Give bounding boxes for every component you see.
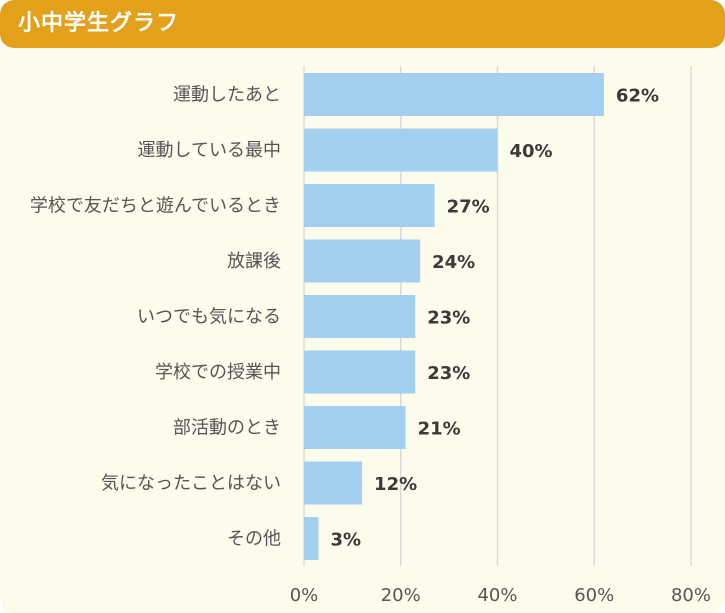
category-label: 学校での授業中 [155, 362, 281, 383]
category-label: 放課後 [227, 251, 281, 272]
category-label: 学校で友だちと遊んでいるとき [30, 196, 281, 217]
bar [304, 517, 319, 560]
data-label: 40% [510, 141, 553, 162]
data-label: 62% [616, 86, 659, 107]
data-label: 21% [418, 419, 461, 440]
data-label: 24% [432, 252, 475, 273]
bar [304, 295, 416, 338]
category-label: いつでも気になる [137, 307, 281, 328]
data-label: 3% [331, 530, 362, 551]
x-tick-label: 20% [381, 585, 421, 606]
x-tick-label: 80% [671, 585, 711, 606]
category-label: 運動したあと [173, 85, 281, 106]
x-tick-label: 40% [477, 585, 517, 606]
bar [304, 128, 498, 172]
bar [304, 184, 435, 227]
x-tick-label: 60% [574, 585, 614, 606]
category-label: その他 [227, 529, 281, 550]
bar [304, 73, 604, 116]
data-label: 12% [374, 474, 417, 495]
category-label: 気になったことはない [101, 473, 281, 494]
chart-title: 小中学生グラフ [18, 11, 180, 36]
bar [304, 406, 406, 449]
data-label: 23% [427, 308, 470, 329]
category-label: 部活動のとき [173, 418, 281, 439]
x-tick-label: 0% [290, 585, 319, 606]
chart-header: 小中学生グラフ [0, 0, 725, 48]
bar [304, 461, 363, 505]
data-label: 27% [447, 197, 490, 218]
bar [304, 350, 416, 394]
category-label: 運動している最中 [138, 140, 281, 161]
data-label: 23% [427, 363, 470, 384]
bar [304, 239, 421, 283]
